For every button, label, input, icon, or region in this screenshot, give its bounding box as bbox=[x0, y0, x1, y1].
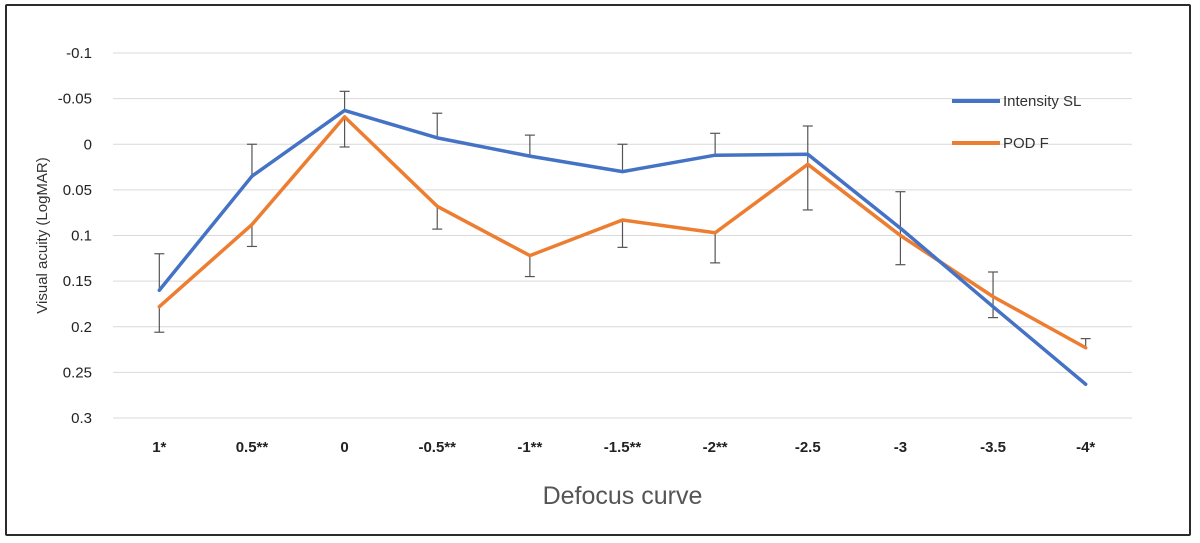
x-tick-labels: 1* 0.5** 0 -0.5** -1** -1.5** -2** -2.5 -3 -3.5 -4… bbox=[152, 439, 1095, 456]
x-tick-label: 0.5** bbox=[236, 439, 269, 456]
y-tick-label: 0.25 bbox=[63, 364, 92, 381]
legend-label: Intensity SL bbox=[1003, 93, 1081, 110]
y-tick-label: 0.2 bbox=[71, 319, 92, 336]
x-tick-label: -3 bbox=[894, 439, 907, 456]
error-bars bbox=[154, 90, 1091, 348]
y-axis-label: Visual acuity (LogMAR) bbox=[34, 157, 51, 313]
y-tick-label: -0.1 bbox=[66, 45, 92, 62]
x-tick-label: -4* bbox=[1076, 439, 1095, 456]
legend: Intensity SL POD F bbox=[952, 93, 1081, 152]
x-tick-label: -3.5 bbox=[980, 439, 1006, 456]
y-tick-label: 0.3 bbox=[71, 410, 92, 427]
x-tick-label: 0 bbox=[340, 439, 348, 456]
x-tick-label: 1* bbox=[152, 439, 166, 456]
y-tick-label: 0.1 bbox=[71, 228, 92, 245]
y-tick-label: 0 bbox=[84, 136, 92, 153]
y-tick-label: 0.15 bbox=[63, 273, 92, 290]
series-line-intensity-sl bbox=[157, 108, 1088, 386]
x-tick-label: -1.5** bbox=[604, 439, 642, 456]
x-tick-label: -2** bbox=[703, 439, 728, 456]
x-axis-label: Defocus curve bbox=[543, 482, 703, 510]
x-tick-label: -2.5 bbox=[795, 439, 821, 456]
legend-label: POD F bbox=[1003, 135, 1049, 152]
y-tick-label: 0.05 bbox=[63, 182, 92, 199]
y-tick-label: -0.05 bbox=[58, 91, 92, 108]
x-tick-label: -1** bbox=[517, 439, 542, 456]
x-tick-label: -0.5** bbox=[418, 439, 456, 456]
y-tick-labels: -0.1 -0.05 0 0.05 0.1 0.15 0.2 0.25 0.3 bbox=[58, 45, 92, 427]
